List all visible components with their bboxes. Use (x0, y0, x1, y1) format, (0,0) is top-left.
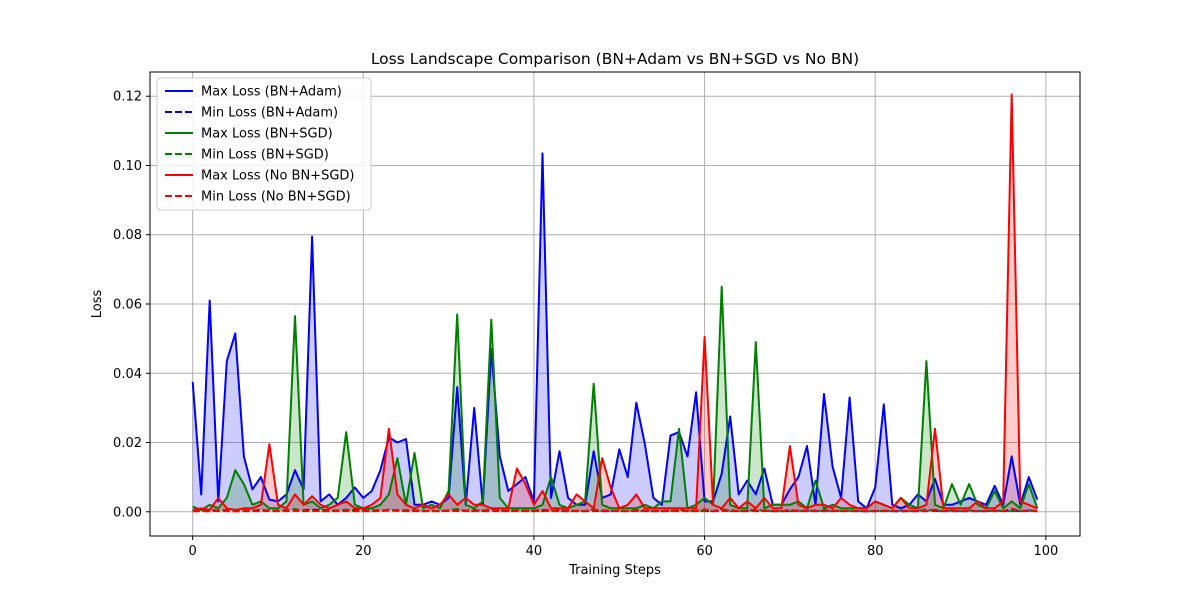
legend-entry: Max Loss (BN+SGD) (201, 127, 333, 142)
x-tick-label: 40 (526, 544, 543, 559)
y-tick-label: 0.02 (113, 436, 142, 451)
legend-box (156, 77, 372, 211)
y-axis-label: Loss (90, 290, 105, 319)
x-axis-label: Training Steps (568, 563, 661, 578)
y-tick-label: 0.08 (113, 228, 142, 243)
series-lines (191, 93, 1039, 513)
x-tick-label: 0 (189, 544, 197, 559)
y-tick-label: 0.10 (113, 159, 142, 174)
y-tick-label: 0.12 (113, 90, 142, 105)
y-tick-label: 0.00 (113, 505, 142, 520)
chart-title: Loss Landscape Comparison (BN+Adam vs BN… (371, 50, 859, 68)
legend-entry: Max Loss (No BN+SGD) (201, 169, 354, 184)
legend: Max Loss (BN+Adam) Min Loss (BN+Adam) Max … (156, 77, 372, 211)
series-line-0 (191, 152, 1039, 510)
legend-entry: Min Loss (No BN+SGD) (201, 190, 351, 205)
x-tick-label: 100 (1033, 544, 1058, 559)
series-fill-0 (192, 153, 1038, 512)
y-tick-label: 0.06 (113, 298, 142, 313)
x-tick-label: 60 (696, 544, 713, 559)
x-tick-label: 20 (355, 544, 372, 559)
series-line-4 (192, 93, 1038, 511)
legend-entry: Min Loss (BN+SGD) (201, 148, 329, 163)
legend-entry: Max Loss (BN+Adam) (201, 85, 342, 100)
series-line-5 (192, 507, 1038, 513)
x-tick-label: 80 (867, 544, 884, 559)
axis-ticks: 0 20 40 60 80 100 0.00 0.02 0.04 0.06 0.08 0.10 0.12 (113, 90, 1058, 559)
legend-entry: Min Loss (BN+Adam) (201, 106, 338, 121)
y-tick-label: 0.04 (113, 367, 142, 382)
